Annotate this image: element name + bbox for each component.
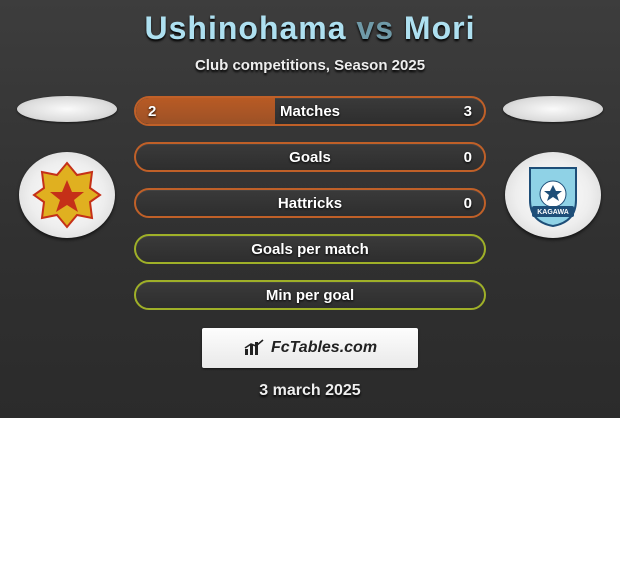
brand-badge[interactable]: FcTables.com — [202, 328, 418, 368]
bar-gpm: Goals per match — [134, 234, 486, 264]
team2-ribbon-text: KAGAWA — [537, 209, 569, 216]
stats-bars: 2 Matches 3 Goals 0 Hattricks 0 Goals pe… — [134, 96, 486, 310]
team1-badge — [19, 152, 115, 238]
bar-hattricks-right: 0 — [464, 195, 472, 212]
mid-row: 2 Matches 3 Goals 0 Hattricks 0 Goals pe… — [0, 96, 620, 310]
team2-badge-icon: KAGAWA — [518, 160, 588, 230]
bar-matches-fill — [136, 98, 275, 124]
vs-text: vs — [356, 10, 394, 46]
bar-gpm-label: Goals per match — [251, 241, 369, 258]
left-player-col — [12, 96, 122, 238]
bar-hattricks: Hattricks 0 — [134, 188, 486, 218]
player1-name: Ushinohama — [145, 10, 347, 46]
bar-matches-left: 2 — [148, 103, 156, 120]
bar-goals-right: 0 — [464, 149, 472, 166]
team1-badge-icon — [32, 160, 102, 230]
bar-hattricks-label: Hattricks — [278, 195, 342, 212]
bar-matches: 2 Matches 3 — [134, 96, 486, 126]
bar-goals: Goals 0 — [134, 142, 486, 172]
chart-icon — [243, 339, 265, 357]
bar-matches-label: Matches — [280, 103, 340, 120]
team2-badge: KAGAWA — [505, 152, 601, 238]
player2-avatar-placeholder — [503, 96, 603, 122]
bar-matches-right: 3 — [464, 103, 472, 120]
right-player-col: KAGAWA — [498, 96, 608, 238]
subtitle: Club competitions, Season 2025 — [0, 57, 620, 74]
brand-label: FcTables.com — [271, 339, 377, 357]
bar-mpg: Min per goal — [134, 280, 486, 310]
bar-goals-label: Goals — [289, 149, 331, 166]
bar-mpg-label: Min per goal — [266, 287, 354, 304]
match-date: 3 march 2025 — [0, 382, 620, 400]
page-title: Ushinohama vs Mori — [0, 10, 620, 47]
comparison-card: Ushinohama vs Mori Club competitions, Se… — [0, 0, 620, 418]
player2-name: Mori — [404, 10, 476, 46]
player1-avatar-placeholder — [17, 96, 117, 122]
